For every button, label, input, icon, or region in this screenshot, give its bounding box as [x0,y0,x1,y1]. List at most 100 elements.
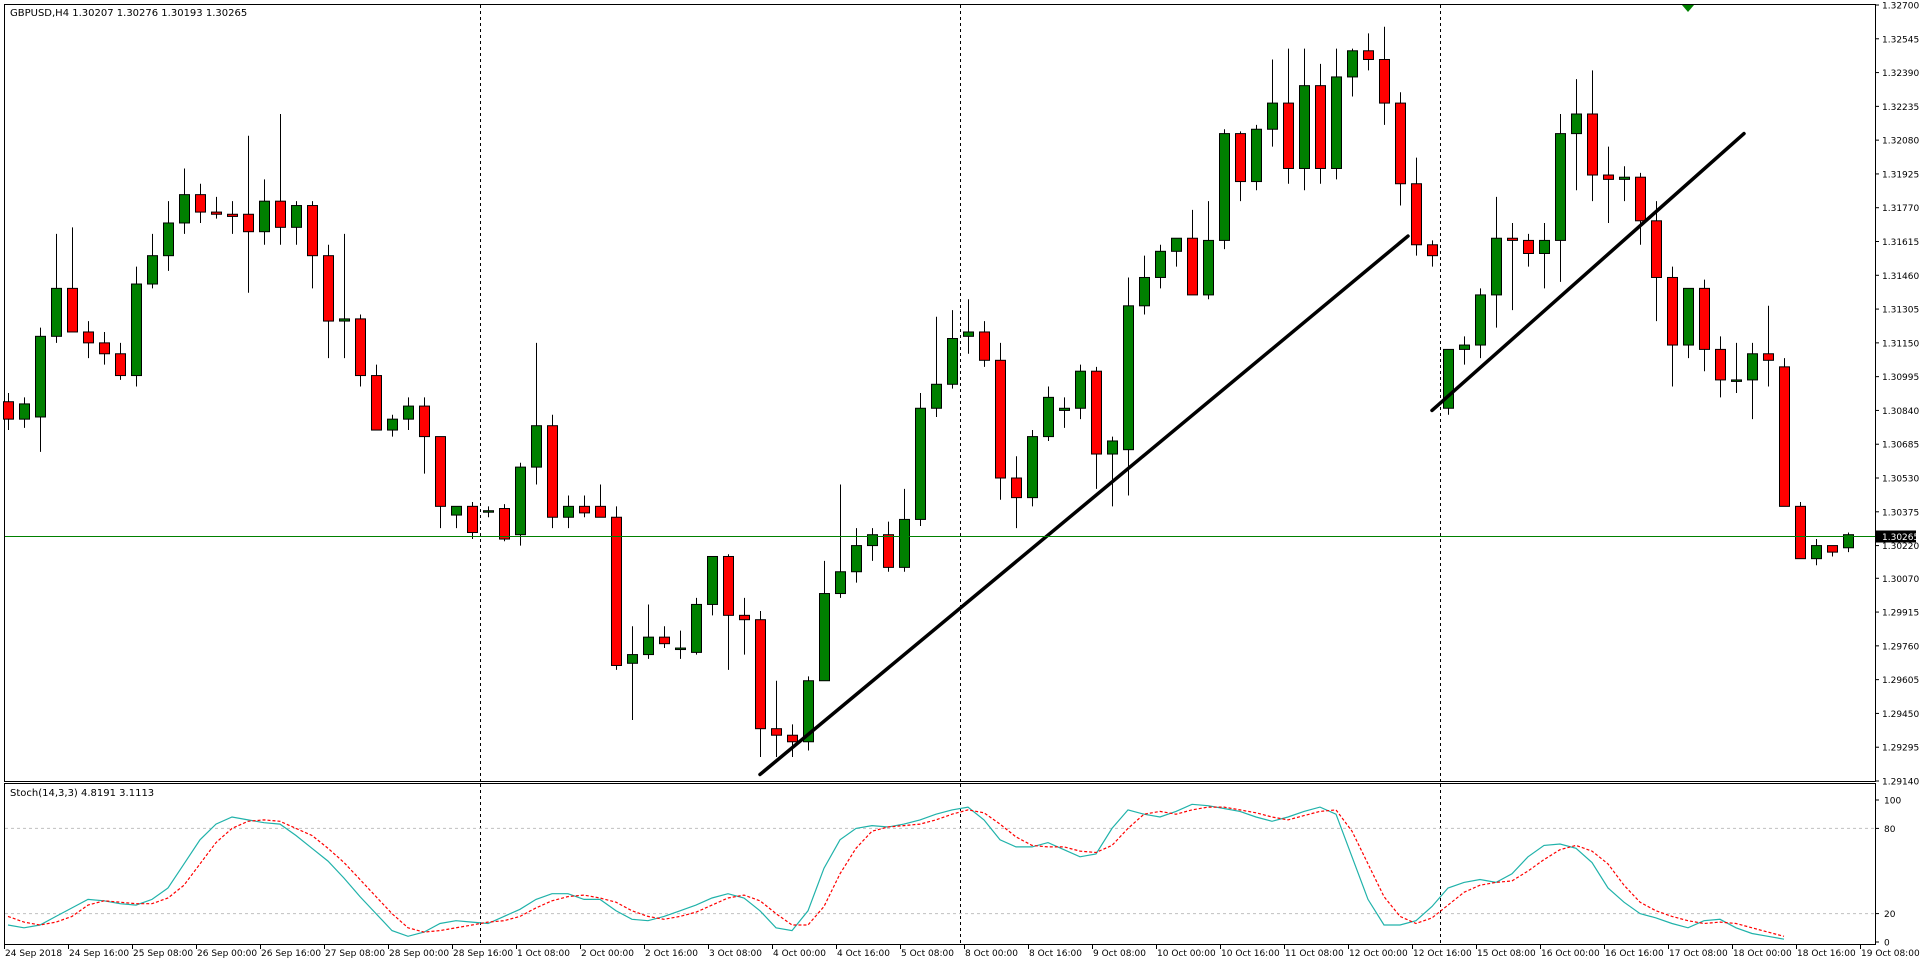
candle-body [819,593,830,682]
candle [291,201,302,245]
price-tick-label: 1.32545 [1882,35,1919,45]
candle [1187,209,1198,296]
candle-body [1827,545,1838,553]
candle-body [755,619,766,730]
candle-body [1539,239,1550,254]
candle [243,135,254,293]
candle [1411,157,1422,256]
candle-body [1379,58,1390,104]
price-panel[interactable]: GBPUSD,H4 1.30207 1.30276 1.30193 1.3026… [3,4,1876,782]
time-label: 12 Oct 00:00 [1349,949,1408,959]
candle [3,393,14,431]
candle-body [131,283,142,377]
candle [627,626,638,720]
price-tick-label: 1.31770 [1882,204,1919,214]
candle [1571,79,1582,191]
candle-body [1395,102,1406,185]
candle [1603,146,1614,223]
candle-body [1667,276,1678,346]
candle [1235,131,1246,202]
candle [1507,222,1518,311]
candle-body [931,383,942,409]
candle-body [627,654,638,664]
time-label: 10 Oct 00:00 [1157,949,1216,959]
candle-body [1683,287,1694,346]
candle [595,484,606,518]
candle [499,504,510,542]
candle [371,364,382,431]
candle-body [1507,237,1518,241]
candle [531,342,542,485]
price-tick-label: 1.29605 [1882,676,1919,686]
candle [259,179,270,245]
candle-body [1219,133,1230,241]
candles [3,26,1854,758]
candle [1427,240,1438,267]
candle-body [451,505,462,516]
stochastic-lines [7,803,1785,940]
candle-body [1843,534,1854,549]
shift-marker-icon[interactable] [1682,5,1694,12]
candle [1699,279,1710,372]
candle-body [547,425,558,518]
stochastic-axis: 100 80 20 0 [1875,797,1901,949]
time-label: 19 Oct 08:00 [1861,949,1920,959]
candle-body [739,614,750,621]
candle-body [83,331,94,344]
candle [723,554,734,670]
candle-body [1139,276,1150,307]
candle [467,501,478,540]
candle-body [1763,353,1774,361]
candle [275,113,286,245]
candle [515,462,526,546]
candle-body [915,407,926,520]
candle [883,521,894,572]
candle-body [19,403,30,420]
candle [1715,336,1726,398]
trendlines[interactable] [758,131,1746,777]
candle [1539,222,1550,289]
candle [1331,48,1342,180]
candle-body [211,211,222,215]
candle-body [1027,436,1038,499]
price-tick-label: 1.31305 [1882,306,1919,316]
candle-body [883,534,894,568]
price-tick-label: 1.30995 [1882,373,1919,383]
candle [643,604,654,659]
candle [947,310,958,389]
stochastic-panel[interactable]: Stoch(14,3,3) 4.8191 3.1113 [4,783,1876,945]
price-tick-label: 1.30685 [1882,441,1919,451]
candle [387,414,398,437]
candle-body [531,425,542,468]
candle-body [1203,239,1214,296]
candle-body [1155,250,1166,278]
candle [1299,48,1310,191]
candle [1347,48,1358,97]
candle-body [1731,379,1742,382]
candle [67,227,78,333]
candle-body [1011,477,1022,499]
candle-body [611,516,622,666]
candle-body [899,518,910,568]
price-tick-label: 1.30530 [1882,475,1919,485]
candle-body [355,318,366,377]
candle [211,196,222,219]
stochastic-tick-label: 0 [1884,939,1890,949]
time-label: 4 Oct 16:00 [837,949,890,959]
candle-body [1059,407,1070,411]
candle-body [387,418,398,431]
time-label: 3 Oct 08:00 [709,949,762,959]
candle-body [563,505,574,518]
candle-body [1587,113,1598,176]
candle [1251,124,1262,191]
candle-body [515,466,526,536]
price-tick-label: 1.32235 [1882,103,1919,113]
candle [739,597,750,655]
time-label: 26 Sep 16:00 [261,949,321,959]
candle-body [1491,237,1502,296]
current-price-label: 1.30265 [1882,533,1919,543]
price-tick-label: 1.31615 [1882,238,1919,248]
candle-body [179,194,190,224]
current-price-tag [1876,530,1916,543]
